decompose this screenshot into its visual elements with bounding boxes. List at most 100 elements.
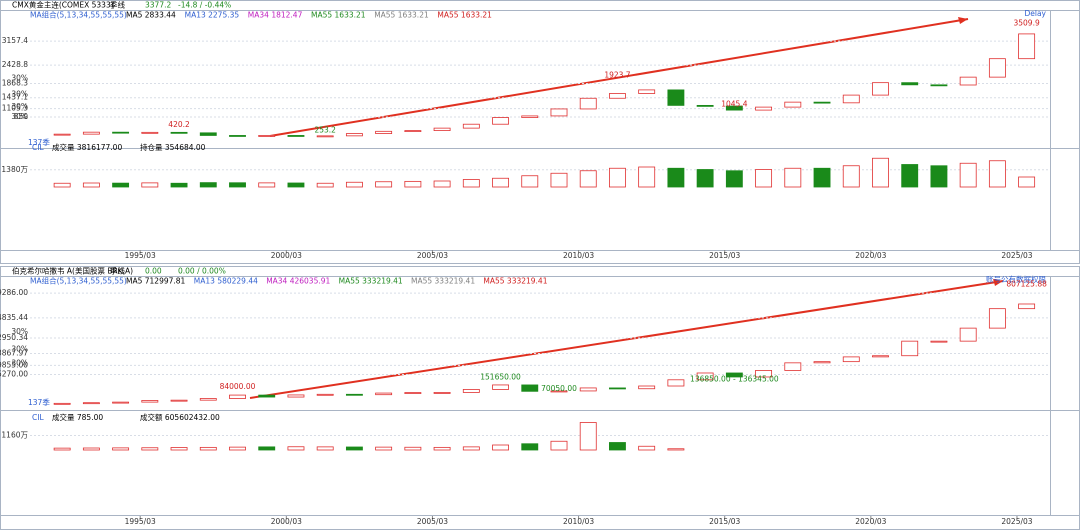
- ma-value: MA34 1812.47: [248, 11, 303, 20]
- pct-label: 30%: [11, 358, 28, 367]
- pct-label: 30%: [11, 345, 28, 354]
- candle: [1018, 33, 1036, 60]
- price: 0.00: [145, 267, 162, 276]
- volume-bar: [375, 181, 393, 188]
- y-tick-label: 472950.34: [0, 333, 28, 342]
- instrument-name: CMX黄金主连(COMEX 5333): [12, 0, 114, 10]
- price-annotation: 84000.00: [220, 382, 256, 391]
- x-tick-label: 2020/03: [855, 517, 886, 526]
- pct-label: 30%: [11, 327, 28, 336]
- volume-bar: [988, 160, 1006, 188]
- change: -14.8 / -0.44%: [178, 1, 231, 10]
- candle: [872, 82, 889, 96]
- volume-bar: [404, 446, 422, 451]
- period: 季线: [110, 266, 125, 276]
- candle: [784, 101, 802, 108]
- x-tick-label: 2000/03: [271, 517, 302, 526]
- candle: [112, 131, 130, 134]
- volume-bar: [404, 180, 422, 188]
- x-tick-label: 1995/03: [125, 517, 156, 526]
- candle: [609, 93, 626, 99]
- price-annotation: 1923.7: [604, 71, 630, 80]
- volume-bar: [842, 165, 860, 188]
- volume-bar: [53, 447, 71, 451]
- volume-bar: [550, 172, 568, 188]
- volume-bar: [462, 446, 480, 451]
- x-tick-label: 2020/03: [855, 251, 886, 260]
- pct-label: 30%: [11, 73, 28, 82]
- y-tick-label: 1437.1: [2, 93, 28, 102]
- candle: [375, 392, 393, 396]
- ma-value: MA5 712997.81: [126, 277, 186, 286]
- volume-bar: [492, 444, 509, 451]
- volume-bar: [345, 181, 363, 188]
- candle: [53, 133, 71, 136]
- y-tick-label: 363867.97: [0, 348, 28, 357]
- volume-bar: [638, 166, 656, 188]
- candle: [229, 135, 246, 137]
- pct-label: 30%: [11, 112, 28, 121]
- price-annotation: 136850.00 - 136345.00: [690, 375, 779, 384]
- candle: [550, 108, 568, 117]
- volume-bar: [112, 447, 130, 451]
- candle: [755, 370, 773, 378]
- ma-value: MA5 2833.44: [126, 11, 176, 20]
- volume-bar: [112, 182, 130, 188]
- price-annotation: 3509.9: [1013, 19, 1039, 28]
- candle: [141, 400, 159, 403]
- x-tick-label: 2025/03: [1001, 517, 1032, 526]
- volume-bar: [901, 164, 919, 188]
- volume-legend: CIL: [32, 413, 44, 422]
- pct-label: 30%: [11, 102, 28, 111]
- candle: [141, 131, 159, 134]
- candle: [404, 392, 422, 394]
- candle: [725, 105, 743, 111]
- period-count: 137季: [28, 137, 50, 147]
- volume-bar: [550, 440, 568, 451]
- volume-bar: [755, 169, 773, 188]
- volume-bar: [287, 182, 305, 188]
- candle: [287, 135, 305, 137]
- candle: [609, 387, 626, 390]
- price-annotation: 151650.00: [480, 373, 521, 382]
- y-tick-label: 1160万: [1, 431, 28, 440]
- volume-bar: [433, 446, 451, 451]
- candle: [813, 361, 831, 364]
- candle: [638, 385, 656, 390]
- price-annotation: 807125.88: [1006, 280, 1047, 289]
- candle: [667, 379, 685, 387]
- volume-bar: [784, 167, 802, 188]
- volume-bar: [930, 165, 948, 188]
- candle: [638, 89, 656, 94]
- volume-bar: [258, 446, 276, 451]
- volume-bar: [959, 162, 977, 188]
- candle: [667, 89, 685, 106]
- candle: [112, 401, 130, 404]
- x-tick-label: 2010/03: [563, 517, 594, 526]
- ma-label: MA组合(5,13,34,55,55,55): [30, 276, 127, 286]
- candle: [229, 394, 246, 399]
- candle: [842, 94, 860, 104]
- volume-bar: [872, 157, 889, 188]
- x-tick-label: 2015/03: [709, 251, 740, 260]
- candle: [842, 356, 860, 363]
- x-tick-label: 2010/03: [563, 251, 594, 260]
- candle: [462, 389, 480, 393]
- y-tick-label: 215270.00: [0, 370, 28, 379]
- candle: [345, 393, 363, 396]
- candle: [696, 372, 714, 381]
- period-count: 137季: [28, 397, 50, 407]
- ma-value: MA13 2275.35: [185, 11, 240, 20]
- candle: [1018, 303, 1036, 310]
- volume-bar: [199, 182, 217, 188]
- candle: [492, 384, 509, 390]
- price-annotation: 253.2: [314, 126, 336, 135]
- volume-bar: [1018, 176, 1036, 188]
- candle: [170, 399, 188, 402]
- volume-bar: [375, 446, 393, 451]
- volume-bar: [521, 175, 539, 188]
- volume-bar: [345, 446, 363, 451]
- volume-bar: [667, 448, 685, 451]
